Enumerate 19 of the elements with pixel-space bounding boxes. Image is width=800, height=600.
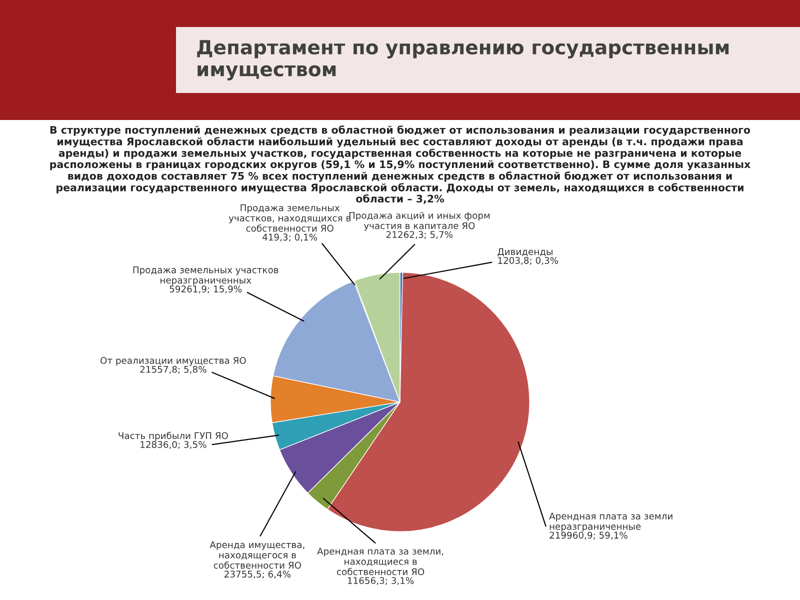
data-label: 1203,8; 0,3% xyxy=(498,257,558,265)
slice-label: Продажа акций и иных форм участия в капитале ЯО xyxy=(349,212,490,231)
data-label: 21557,8; 5,8% xyxy=(140,366,206,374)
slice-label: Дивиденды xyxy=(498,248,552,256)
data-label: 419,3; 0,1% xyxy=(262,234,318,242)
chart-subtitle: В структуре поступлений денежных средств в областной бюджет от использования и реализации государственного имущества Ярославской области наибольший удельный вес составляют доходы от аренды (в т.ч. продажи права аренды) и продажи земельных участков, государственная собственность на которые не разграничена и которые расположены в границах городских округов (59,1 % и 15,9% поступлений соответственно). В сумме доля указанных видов доходов составляет 75 % всех поступлений денежных средств в областной бюджет от использования и реализации государственного имущества Ярославской области. Доходы от земель, находящихся в собственности области – 3,2% xyxy=(50,125,750,204)
data-label: 21262,3; 5,7% xyxy=(386,231,453,239)
slice-label: Часть прибыли ГУП ЯО xyxy=(118,432,228,441)
data-label: 23755,5; 6,4% xyxy=(224,570,291,579)
slice-label: Аренда имущества, находящегося в собственности ЯО xyxy=(210,541,304,569)
data-label: 59261,9; 15,9% xyxy=(170,286,242,294)
slice-label: От реализации имущества ЯО xyxy=(100,357,246,366)
data-label: 11656,3; 3,1% xyxy=(348,577,414,585)
slice-label: Продажа земельных участков неразграниченных xyxy=(133,266,278,286)
data-label: 219960,9; 59,1% xyxy=(550,532,628,540)
slice-label: Арендная плата за земли неразграниченные xyxy=(549,512,672,532)
data-label: 12836,0; 3,5% xyxy=(140,441,206,449)
chart-title: Департамент по управлению государственным имуществом xyxy=(197,40,729,80)
slice-label: Арендная плата за земли, находящиеся в собственности ЯО xyxy=(317,548,444,576)
